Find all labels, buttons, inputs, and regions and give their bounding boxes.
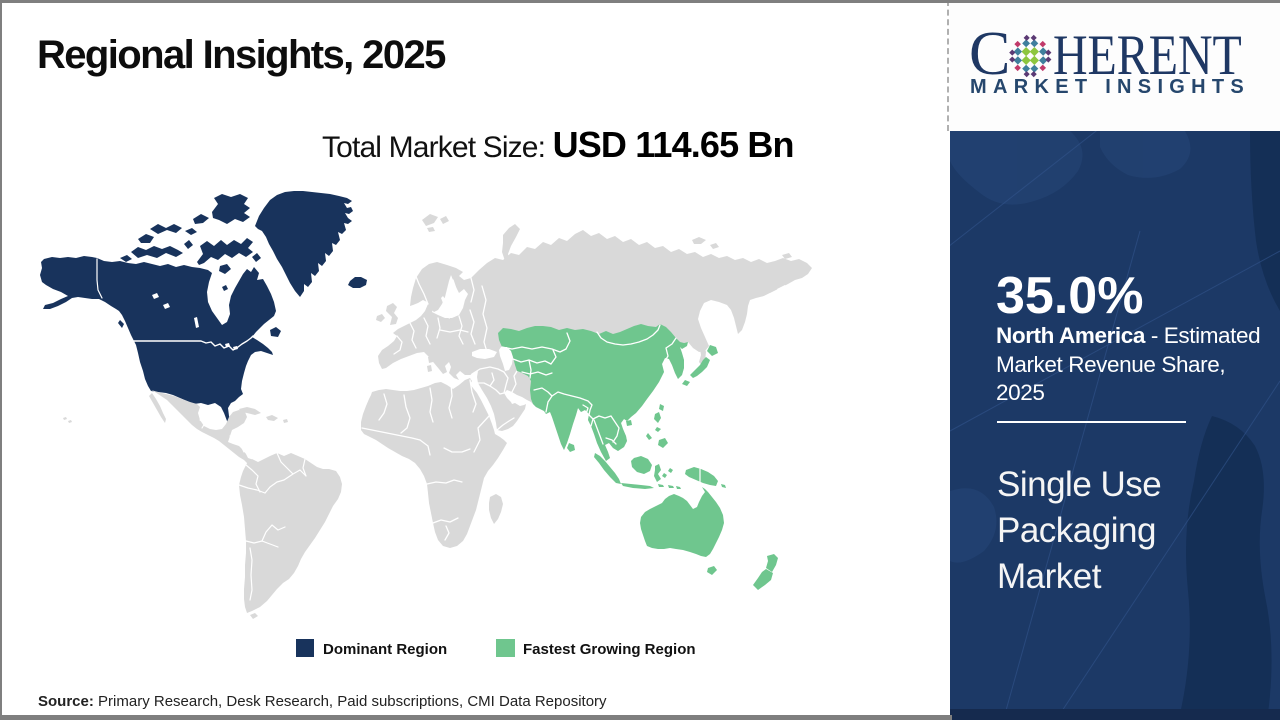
svg-text:C: C [969,20,1010,88]
svg-text:MARKET INSIGHTS: MARKET INSIGHTS [970,76,1250,98]
svg-text:HERENT: HERENT [1053,24,1242,87]
